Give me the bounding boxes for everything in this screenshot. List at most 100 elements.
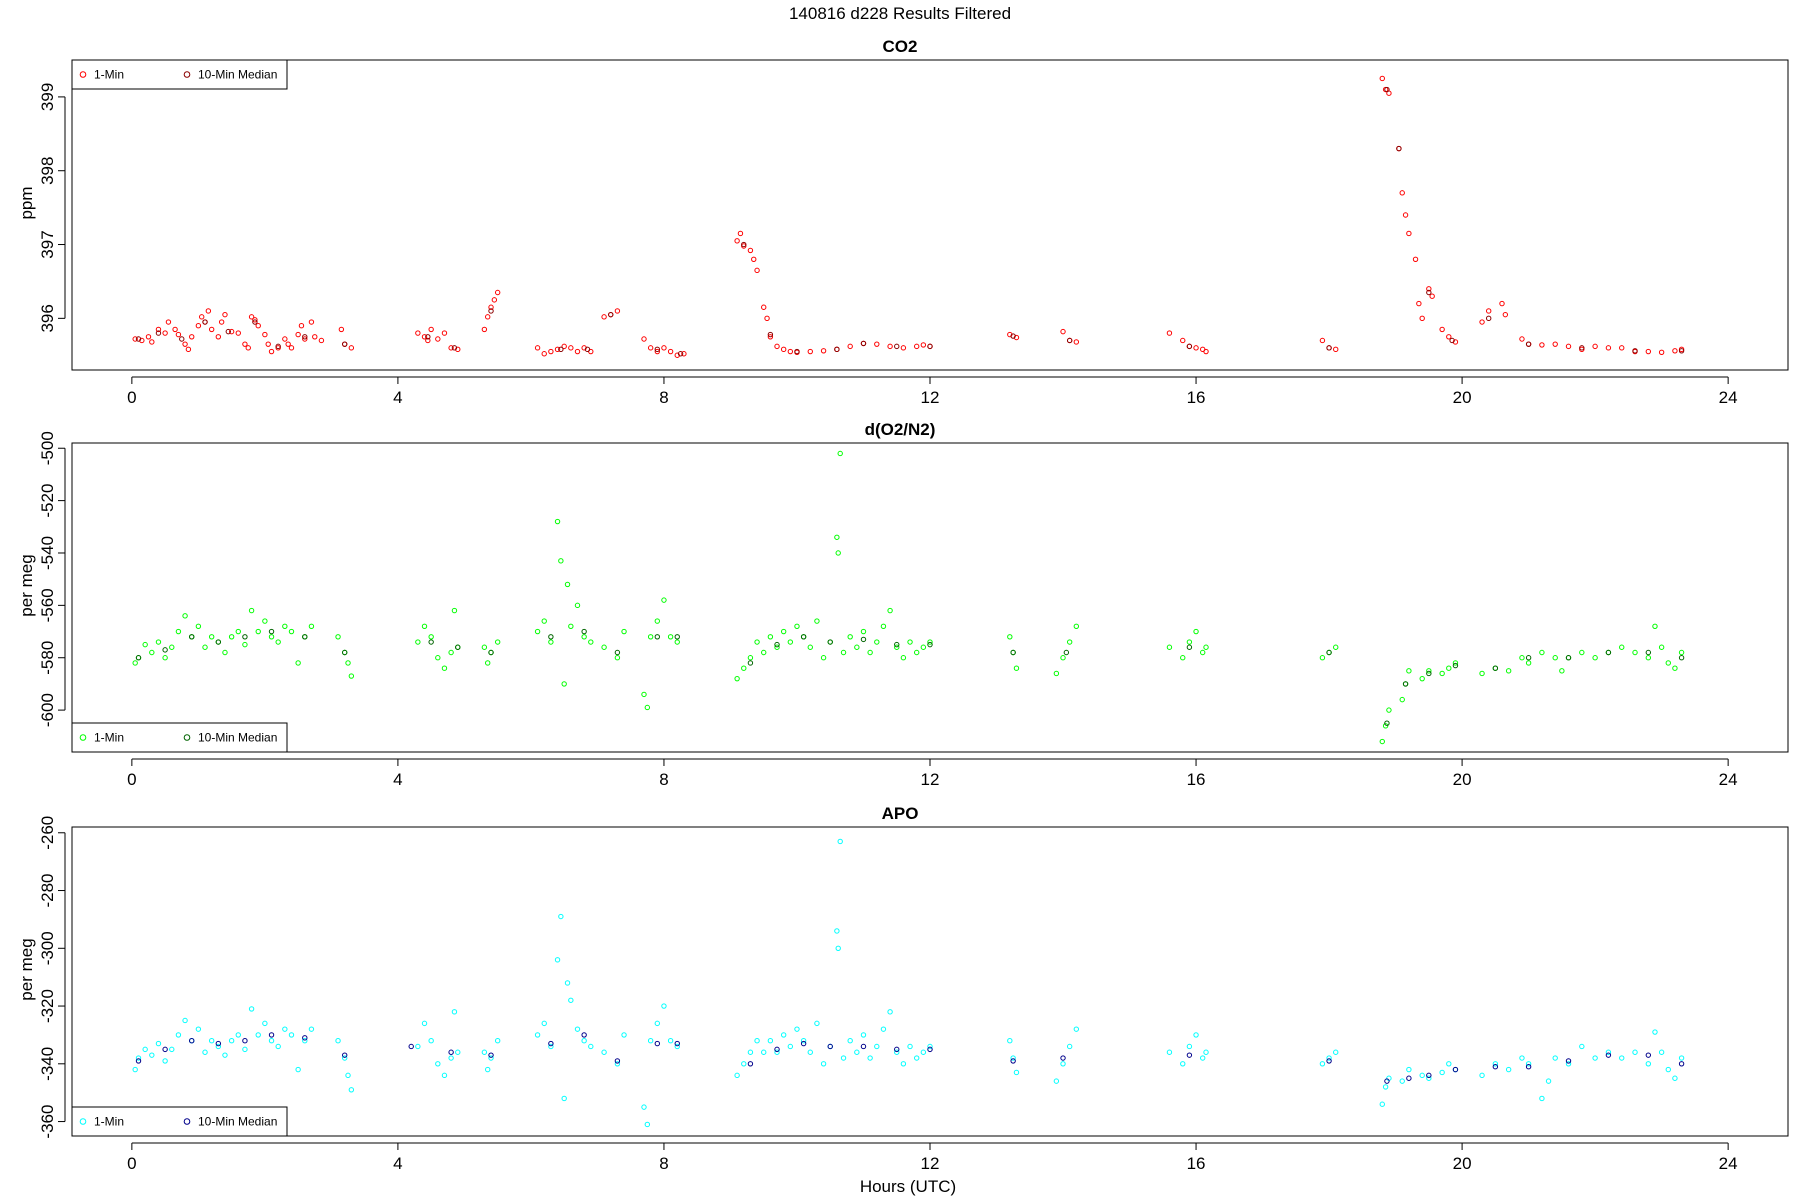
data-point: [1592, 655, 1598, 661]
data-point: [1073, 623, 1080, 630]
data-point: [175, 628, 182, 635]
data-point: [252, 319, 258, 325]
data-point: [348, 1087, 355, 1093]
data-point: [674, 1040, 680, 1047]
data-point: [794, 623, 800, 630]
data-point: [913, 1055, 920, 1061]
data-point: [568, 623, 574, 630]
data-point: [268, 348, 275, 355]
data-point: [222, 1052, 228, 1058]
y-axis-label: per meg: [17, 938, 36, 1000]
data-point: [135, 1058, 142, 1064]
data-point: [1199, 649, 1206, 656]
data-point: [298, 323, 305, 329]
data-point: [235, 628, 241, 635]
data-point: [268, 1038, 275, 1044]
data-point: [927, 641, 933, 648]
data-point: [1632, 348, 1638, 354]
data-point: [614, 649, 621, 656]
x-tick-label: 20: [1453, 1154, 1472, 1173]
data-point: [415, 639, 421, 645]
data-point: [644, 704, 651, 711]
data-point: [302, 1038, 308, 1044]
data-point: [601, 1049, 607, 1055]
series-one-min: [132, 450, 1685, 745]
data-point: [228, 328, 235, 335]
data-point: [242, 341, 248, 347]
data-point: [268, 634, 275, 640]
data-point: [1419, 675, 1425, 682]
data-point: [162, 1046, 168, 1053]
data-point: [574, 602, 581, 609]
data-point: [162, 1058, 168, 1064]
data-point: [345, 1072, 351, 1079]
data-point: [1412, 256, 1419, 262]
data-point: [1505, 668, 1512, 674]
data-point: [774, 1046, 780, 1053]
data-point: [242, 1046, 248, 1053]
data-point: [647, 345, 654, 351]
data-point: [1525, 660, 1532, 666]
data-point: [1525, 655, 1532, 661]
data-point: [179, 336, 185, 342]
data-point: [1565, 1058, 1572, 1064]
data-point: [1552, 1055, 1558, 1061]
data-point: [1402, 681, 1409, 687]
data-point: [491, 297, 498, 303]
data-point: [1384, 720, 1390, 726]
data-point: [145, 334, 152, 340]
data-point: [1592, 343, 1598, 350]
x-tick-label: 12: [921, 388, 940, 407]
data-point: [1678, 655, 1685, 661]
data-point: [308, 319, 315, 325]
data-point: [348, 345, 355, 351]
data-point: [1565, 655, 1572, 661]
data-point: [428, 326, 434, 333]
data-point: [132, 1066, 138, 1073]
data-point: [887, 1009, 893, 1015]
data-point: [248, 1006, 255, 1012]
data-point: [677, 351, 684, 357]
legend-marker: [79, 734, 87, 741]
data-point: [488, 649, 494, 656]
data-point: [1525, 1063, 1532, 1070]
data-point: [1426, 1075, 1432, 1081]
data-point: [1678, 1055, 1685, 1061]
data-point: [1449, 337, 1455, 344]
data-point: [794, 348, 800, 355]
data-point: [548, 1043, 554, 1050]
data-point: [767, 1038, 774, 1044]
data-point: [588, 1043, 594, 1050]
data-point: [255, 323, 261, 329]
data-point: [837, 838, 843, 845]
data-point: [734, 1072, 740, 1079]
data-point: [1592, 1055, 1598, 1061]
data-point: [534, 345, 541, 351]
data-point: [248, 314, 255, 320]
data-point: [647, 634, 654, 640]
y-tick-label: 397: [38, 230, 57, 258]
data-point: [1319, 337, 1326, 344]
data-point: [1326, 1055, 1332, 1061]
data-point: [481, 326, 488, 333]
data-point: [894, 1049, 900, 1055]
data-point: [1446, 1061, 1452, 1067]
data-point: [654, 348, 661, 355]
data-point: [425, 337, 431, 344]
data-point: [827, 1043, 833, 1050]
data-point: [225, 328, 232, 335]
data-point: [894, 1046, 900, 1053]
y-tick-label: -500: [38, 431, 57, 465]
data-point: [874, 639, 880, 645]
data-point: [1379, 738, 1385, 745]
data-point: [548, 348, 554, 355]
data-point: [262, 1020, 268, 1027]
data-point: [205, 308, 212, 314]
data-point: [614, 655, 621, 661]
data-point: [1426, 289, 1432, 296]
data-point: [435, 1061, 441, 1067]
data-point: [548, 639, 554, 645]
data-point: [421, 1020, 428, 1027]
data-point: [761, 304, 767, 310]
data-point: [1678, 649, 1685, 656]
